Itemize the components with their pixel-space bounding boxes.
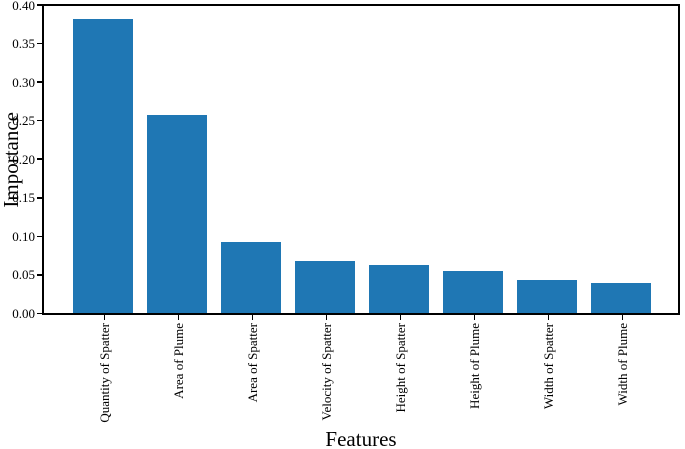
x-tick-mark [325,315,328,320]
x-tick-mark [251,315,254,320]
x-tick-label-height-of-spatter: Height of Spatter [393,323,408,413]
y-tick-mark [37,274,42,276]
y-tick-mark [37,312,42,315]
y-tick-label: 0.20 [12,151,35,167]
y-tick-mark [37,235,42,238]
y-tick-mark [37,42,42,45]
y-tick-label: 0.30 [12,74,35,90]
bar-quantity-of-spatter [72,19,133,313]
y-tick-label: 0.15 [12,190,35,206]
x-tick-label-quantity-of-spatter: Quantity of Spatter [97,323,112,423]
y-tick-label: 0.00 [12,306,35,321]
y-tick-mark [37,81,42,83]
bar-width-of-spatter [516,280,577,313]
x-tick-label-width-of-spatter: Width of Spatter [541,323,556,410]
bar-velocity-of-spatter [294,261,355,313]
x-tick-mark [621,315,624,320]
x-tick-mark [473,315,476,320]
y-tick-label: 0.40 [12,0,35,13]
y-tick-mark [37,158,42,161]
bar-height-of-spatter [368,265,429,313]
x-tick-mark [103,315,106,320]
x-axis-title: Features [325,427,397,449]
plot-area [42,4,680,315]
x-tick-label-area-of-spatter: Area of Spatter [245,323,260,403]
bar-area-of-spatter [220,242,281,313]
y-tick-mark [37,119,42,122]
y-tick-mark [37,197,42,199]
bar-width-of-plume [590,283,651,313]
x-tick-label-width-of-plume: Width of Plume [615,323,630,406]
x-tick-mark [547,315,550,320]
y-tick-label: 0.25 [12,113,35,129]
bar-area-of-plume [146,115,207,313]
x-tick-mark [177,315,180,320]
x-tick-mark [399,315,402,320]
y-tick-mark [37,4,42,6]
y-tick-label: 0.05 [12,267,35,283]
y-tick-label: 0.35 [12,36,35,52]
x-tick-label-velocity-of-spatter: Velocity of Spatter [319,323,334,421]
bar-height-of-plume [442,271,503,313]
x-tick-label-area-of-plume: Area of Plume [171,323,186,399]
y-tick-label: 0.10 [12,228,35,244]
x-tick-label-height-of-plume: Height of Plume [467,323,482,409]
